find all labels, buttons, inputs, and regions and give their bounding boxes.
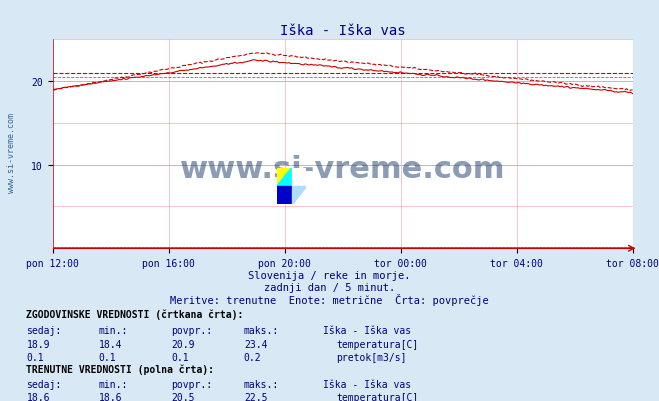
Text: 0.1: 0.1 [171,352,189,362]
Text: min.:: min.: [99,325,129,335]
Text: sedaj:: sedaj: [26,325,61,335]
Polygon shape [277,186,291,205]
Text: 18.4: 18.4 [99,339,123,349]
Text: 18.6: 18.6 [99,392,123,401]
Polygon shape [291,186,306,205]
Text: ZGODOVINSKE VREDNOSTI (črtkana črta):: ZGODOVINSKE VREDNOSTI (črtkana črta): [26,308,244,319]
Text: Iška - Iška vas: Iška - Iška vas [323,379,411,389]
Text: 18.6: 18.6 [26,392,50,401]
Text: maks.:: maks.: [244,379,279,389]
Text: zadnji dan / 5 minut.: zadnji dan / 5 minut. [264,283,395,293]
Polygon shape [277,168,291,186]
Text: 20.9: 20.9 [171,339,195,349]
Text: maks.:: maks.: [244,325,279,335]
Text: 20.5: 20.5 [171,392,195,401]
Text: 0.1: 0.1 [26,352,44,362]
Text: TRENUTNE VREDNOSTI (polna črta):: TRENUTNE VREDNOSTI (polna črta): [26,364,214,374]
Text: temperatura[C]: temperatura[C] [336,339,418,349]
Text: Meritve: trenutne  Enote: metrične  Črta: povprečje: Meritve: trenutne Enote: metrične Črta: … [170,293,489,305]
Polygon shape [291,168,306,186]
Text: 23.4: 23.4 [244,339,268,349]
Polygon shape [277,168,291,186]
Text: min.:: min.: [99,379,129,389]
Text: Iška - Iška vas: Iška - Iška vas [323,325,411,335]
Text: 0.1: 0.1 [99,352,117,362]
Text: povpr.:: povpr.: [171,379,212,389]
Text: temperatura[C]: temperatura[C] [336,392,418,401]
Text: 22.5: 22.5 [244,392,268,401]
Text: 0.2: 0.2 [244,352,262,362]
Text: sedaj:: sedaj: [26,379,61,389]
Title: Iška - Iška vas: Iška - Iška vas [280,24,405,38]
Text: www.si-vreme.com: www.si-vreme.com [7,112,16,192]
Text: pretok[m3/s]: pretok[m3/s] [336,352,407,362]
Text: povpr.:: povpr.: [171,325,212,335]
Text: Slovenija / reke in morje.: Slovenija / reke in morje. [248,271,411,281]
Text: 18.9: 18.9 [26,339,50,349]
Text: www.si-vreme.com: www.si-vreme.com [180,155,505,184]
